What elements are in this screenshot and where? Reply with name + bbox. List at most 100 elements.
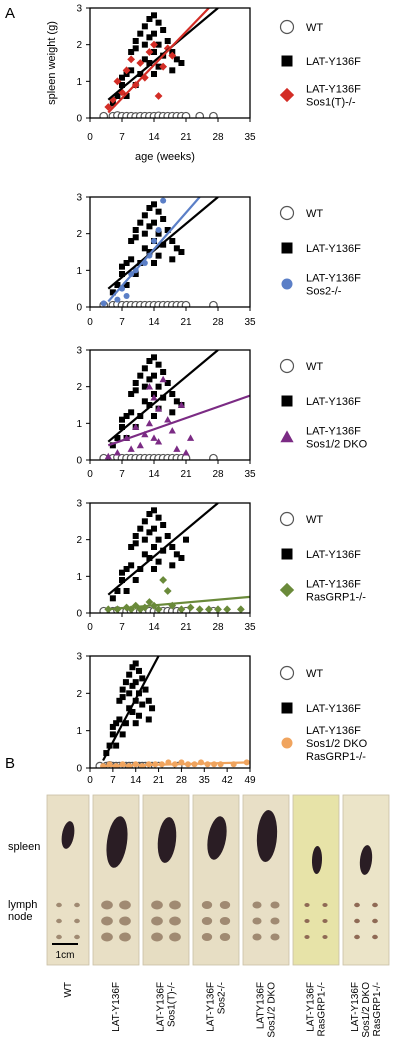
data-point bbox=[129, 682, 136, 689]
data-point bbox=[168, 51, 177, 60]
data-point bbox=[151, 391, 157, 397]
panel-b-label: B bbox=[5, 755, 15, 772]
data-point bbox=[169, 544, 176, 550]
data-point bbox=[139, 701, 146, 708]
spleen-specimen bbox=[311, 846, 323, 874]
spleen-specimen bbox=[359, 845, 373, 875]
trend-line bbox=[103, 761, 250, 768]
lymph-node-specimen bbox=[169, 916, 181, 926]
data-point bbox=[123, 293, 130, 299]
data-point bbox=[150, 40, 158, 49]
data-point bbox=[209, 111, 218, 118]
chart-3: 0 1 2 3 0 7 14 21 28 35 WT LAT-Y136F LAT-Y136F Sos1/2… bbox=[76, 346, 367, 481]
data-point bbox=[181, 300, 191, 307]
x-tick-label: 0 bbox=[87, 775, 93, 786]
data-point bbox=[164, 380, 171, 386]
x-tick-label: 14 bbox=[148, 622, 160, 633]
data-point bbox=[146, 555, 153, 561]
genotype-label: LATY136FSos1/2 DKO bbox=[256, 982, 278, 1038]
legend-label: WT bbox=[306, 514, 323, 526]
data-point bbox=[151, 413, 157, 419]
data-point bbox=[128, 256, 135, 263]
x-tick-label: 28 bbox=[212, 317, 224, 328]
specimen-photo: LAT-Y136F bbox=[92, 794, 140, 1032]
data-point bbox=[169, 409, 176, 416]
specimen-photo: LATY136FSos1/2 DKO bbox=[242, 794, 290, 1038]
data-point bbox=[129, 664, 136, 671]
data-point bbox=[106, 742, 113, 749]
data-point bbox=[164, 38, 171, 44]
y-axis-label: spleen weight (g) bbox=[46, 21, 58, 105]
data-point bbox=[173, 398, 180, 405]
scale-label: 1cm bbox=[56, 950, 75, 961]
data-point bbox=[128, 238, 135, 244]
x-tick-label: 42 bbox=[222, 775, 234, 786]
x-tick-label: 28 bbox=[212, 132, 224, 143]
legend-label: LAT-Y136F Sos1/2 DKO bbox=[306, 426, 368, 451]
data-point bbox=[155, 230, 162, 237]
data-point bbox=[129, 709, 136, 715]
data-point bbox=[122, 720, 129, 727]
legend-marker bbox=[279, 19, 295, 35]
data-point bbox=[123, 413, 130, 419]
genotype-label: LAT-Y136FSos2-/- bbox=[206, 982, 228, 1032]
data-point bbox=[132, 38, 139, 44]
y-tick-label: 0 bbox=[76, 764, 82, 775]
data-point bbox=[160, 547, 167, 554]
data-point bbox=[137, 372, 144, 379]
x-tick-label: 49 bbox=[244, 775, 256, 786]
lymph-node-specimen bbox=[74, 902, 80, 908]
data-point bbox=[214, 605, 222, 613]
legend-label: WT bbox=[306, 361, 323, 373]
chart-4: 0 1 2 3 0 7 14 21 28 35 WT LAT-Y136F LAT-Y136F RasGRP… bbox=[76, 499, 366, 634]
data-point bbox=[155, 63, 162, 70]
chart-2: 0 1 2 3 0 7 14 21 28 35 WT LAT-Y136F LAT-Y136F Sos2-/… bbox=[76, 193, 361, 329]
legend-marker bbox=[279, 665, 295, 681]
spleen-specimen bbox=[61, 821, 75, 849]
data-point bbox=[137, 219, 144, 226]
data-point bbox=[99, 111, 109, 118]
data-point bbox=[132, 660, 139, 667]
data-point bbox=[136, 605, 145, 613]
lymph-node-specimen bbox=[101, 932, 113, 942]
lymph-node-specimen bbox=[119, 916, 131, 926]
lymph-node-specimen bbox=[270, 933, 280, 941]
data-point bbox=[173, 551, 180, 558]
data-point bbox=[141, 23, 148, 30]
data-point bbox=[132, 387, 139, 394]
data-point bbox=[135, 667, 142, 674]
trend-line bbox=[107, 394, 250, 447]
data-point bbox=[141, 230, 148, 237]
data-point bbox=[119, 82, 125, 88]
plot-frame bbox=[89, 196, 251, 308]
data-point bbox=[128, 409, 135, 416]
data-point bbox=[141, 56, 148, 63]
data-point bbox=[160, 369, 167, 375]
data-point bbox=[178, 249, 185, 255]
data-point bbox=[116, 716, 123, 723]
data-point bbox=[132, 577, 139, 583]
data-point bbox=[114, 296, 121, 303]
specimen-photo: LAT-Y136FSos1(T)-/- bbox=[142, 794, 190, 1032]
data-point bbox=[160, 241, 167, 248]
x-tick-label: 14 bbox=[148, 469, 160, 480]
data-point bbox=[169, 238, 176, 244]
y-tick-label: 1 bbox=[76, 572, 82, 583]
data-point bbox=[204, 605, 213, 613]
data-point bbox=[151, 219, 157, 226]
x-tick-label: 0 bbox=[87, 132, 93, 143]
legend-marker bbox=[279, 87, 295, 103]
genotype-label: LAT-Y136FRasGRP1-/- bbox=[306, 982, 328, 1036]
data-point bbox=[155, 41, 162, 48]
data-point bbox=[164, 227, 171, 233]
x-tick-label: 7 bbox=[110, 775, 116, 786]
data-point bbox=[151, 507, 157, 514]
points bbox=[95, 660, 250, 768]
x-tick-label: 7 bbox=[119, 622, 125, 633]
data-point bbox=[119, 686, 126, 693]
legend-marker bbox=[279, 205, 295, 221]
legend-label: LAT-Y136F bbox=[306, 396, 361, 408]
y-tick-label: 0 bbox=[76, 609, 82, 620]
specimen-photo: LAT-Y136FRasGRP1-/- bbox=[292, 794, 340, 1036]
